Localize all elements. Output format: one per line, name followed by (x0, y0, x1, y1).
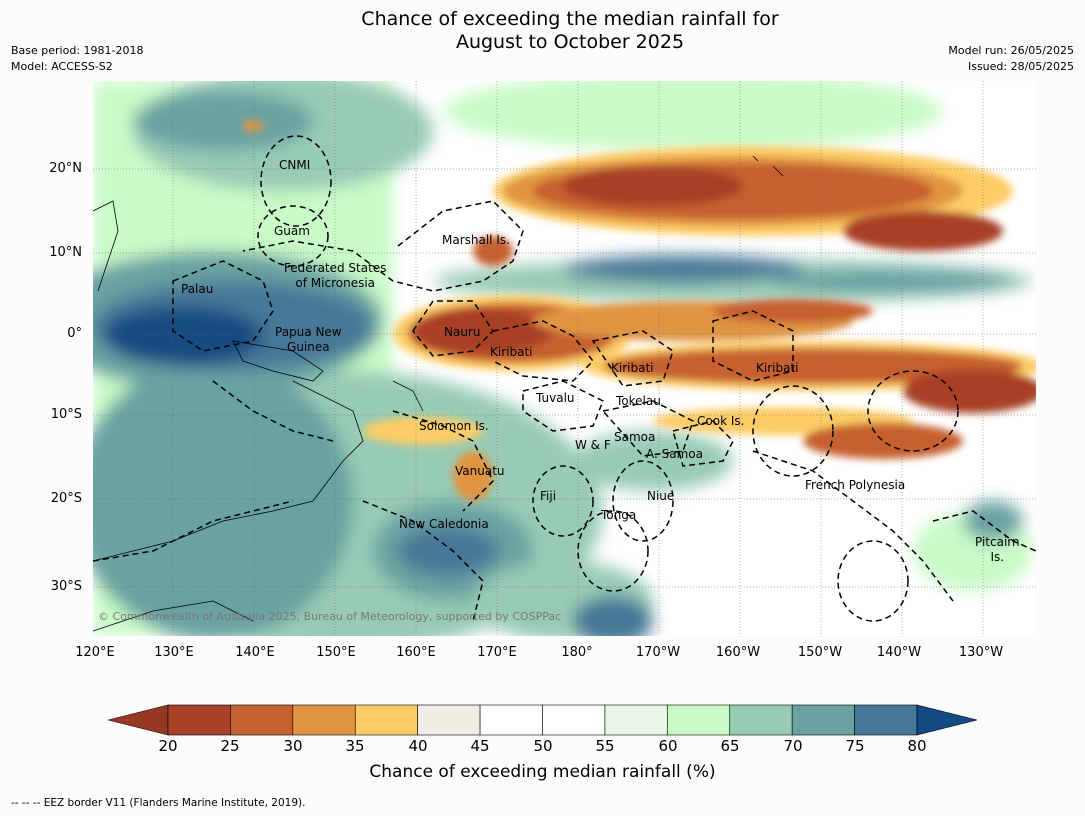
colorbar-low-arrow (108, 704, 169, 736)
colorbar-tick: 55 (595, 737, 615, 755)
colorbar-tick: 25 (220, 737, 240, 755)
colorbar-tick: 75 (845, 737, 865, 755)
x-tick: 150°E (316, 645, 356, 660)
label-vanuatu: Vanuatu (455, 464, 505, 478)
label-pitcairn-line1: Pitcairn (975, 535, 1020, 549)
y-tick: 20°N (49, 161, 82, 176)
label-nauru: Nauru (444, 325, 481, 339)
colorbar-tick: 50 (533, 737, 553, 755)
label-pitcairn-line2: Is. (990, 550, 1005, 564)
label-asamoa: A. Samoa (646, 447, 703, 461)
colorbar-tick: 60 (658, 737, 678, 755)
colorbar-tick: 35 (345, 737, 365, 755)
label-wf: W & F (575, 438, 611, 452)
colorbar-tick: 40 (408, 737, 428, 755)
label-kiribati-west: Kiribati (490, 345, 533, 359)
y-tick: 30°S (50, 579, 82, 594)
label-new-caledonia: New Caledonia (399, 517, 489, 531)
graticule (93, 81, 1036, 636)
x-tick: 130°E (154, 645, 194, 660)
colorbar-tick: 80 (907, 737, 927, 755)
base-period: Base period: 1981-2018 (11, 44, 144, 57)
colorbar-cells (167, 704, 918, 736)
x-tick: 130°W (958, 645, 1004, 660)
label-niue: Niue (647, 489, 675, 503)
label-png-line1: Papua New (275, 325, 342, 339)
model-name: Model: ACCESS-S2 (11, 60, 113, 73)
x-tick: 140°E (235, 645, 275, 660)
label-tuvalu: Tuvalu (536, 391, 575, 405)
x-tick: 120°E (75, 645, 115, 660)
colorbar-cell (230, 704, 294, 736)
x-tick: 170°E (477, 645, 517, 660)
copyright-notice: © Commonwealth of Australia 2025, Bureau… (98, 610, 562, 623)
x-tick: 140°W (876, 645, 922, 660)
colorbar (108, 704, 978, 736)
label-fsm: Federated States of Micronesia (284, 261, 386, 291)
model-info: Base period: 1981-2018 Model: ACCESS-S2 (11, 43, 143, 75)
y-tick: 10°N (49, 245, 82, 260)
colorbar-tick: 30 (283, 737, 303, 755)
colorbar-cell (854, 704, 918, 736)
label-solomon: Solomon Is. (419, 419, 489, 433)
colorbar-tick: 70 (783, 737, 803, 755)
colorbar-cell (167, 704, 231, 736)
x-tick: 160°W (715, 645, 761, 660)
colorbar-tick: 65 (720, 737, 740, 755)
wet-zones (93, 81, 1033, 636)
y-tick: 20°S (50, 491, 82, 506)
colorbar-tick: 20 (158, 737, 178, 755)
label-samoa: Samoa (614, 430, 656, 444)
label-tonga: Tonga (601, 508, 637, 522)
label-fiji: Fiji (540, 489, 557, 503)
colorbar-cell (292, 704, 356, 736)
colorbar-cell (542, 704, 606, 736)
label-marshall: Marshall Is. (442, 233, 510, 247)
label-fsm-line2: of Micronesia (295, 276, 376, 290)
x-tick: 180° (561, 645, 593, 660)
colorbar-cell (604, 704, 668, 736)
issued-date: Issued: 28/05/2025 (967, 60, 1074, 73)
label-kiribati-central: Kiribati (611, 361, 654, 375)
label-guam: Guam (274, 224, 310, 238)
eez-legend: -- -- -- EEZ border V11 (Flanders Marine… (11, 797, 306, 809)
eez-borders (93, 135, 1036, 622)
colorbar-label: Chance of exceeding median rainfall (%) (369, 762, 716, 782)
label-png-line2: Guinea (287, 340, 330, 354)
map-title-line2: August to October 2025 (455, 31, 685, 53)
colorbar-cell (417, 704, 481, 736)
y-tick: 0° (67, 326, 82, 341)
label-cook: Cook Is. (697, 414, 745, 428)
rainfall-map (93, 81, 1036, 636)
label-french-polynesia: French Polynesia (805, 478, 906, 492)
label-pitcairn: Pitcairn Is. (975, 535, 1020, 565)
run-info: Model run: 26/05/2025 Issued: 28/05/2025 (948, 43, 1074, 75)
y-tick: 10°S (50, 407, 82, 422)
label-palau: Palau (181, 282, 214, 296)
label-fsm-line1: Federated States (284, 261, 387, 275)
dry-zones (243, 120, 1036, 501)
x-tick: 170°W (635, 645, 681, 660)
x-tick: 150°W (797, 645, 843, 660)
colorbar-cell (667, 704, 731, 736)
colorbar-high-arrow (916, 704, 978, 736)
colorbar-cell (479, 704, 543, 736)
label-png: Papua New Guinea (275, 325, 342, 355)
coastlines (93, 155, 784, 632)
x-tick: 160°E (396, 645, 436, 660)
label-tokelau: Tokelau (616, 394, 661, 408)
label-cnmi: CNMI (279, 158, 311, 172)
colorbar-cell (791, 704, 855, 736)
colorbar-cell (729, 704, 793, 736)
colorbar-cell (354, 704, 418, 736)
map-title-line1: Chance of exceeding the median rainfall … (361, 8, 779, 30)
model-run: Model run: 26/05/2025 (948, 44, 1074, 57)
map-title: Chance of exceeding the median rainfall … (0, 8, 1085, 54)
colorbar-tick: 45 (470, 737, 490, 755)
label-kiribati-east: Kiribati (756, 361, 799, 375)
